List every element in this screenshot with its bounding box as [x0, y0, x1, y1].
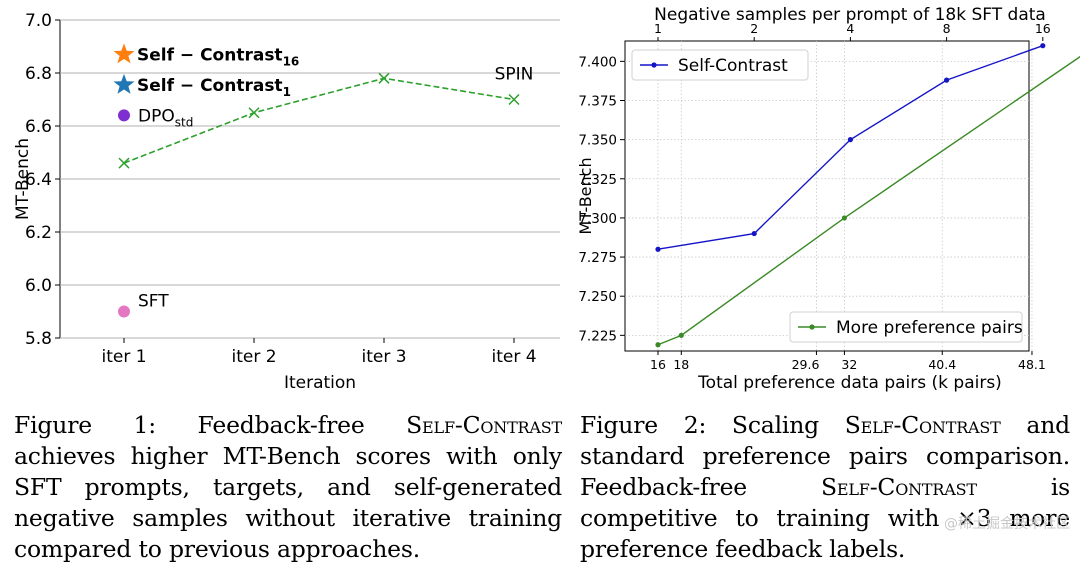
y-tick-label: 6.0 [25, 276, 52, 296]
figure-1-chart: 5.8 6.0 6.2 6.4 6.6 6.8 7.0 iter 1 iter 2 iter 3… [13, 11, 560, 393]
y-tick-label: 7.400 [578, 54, 617, 70]
x-tick-label: 16 [650, 357, 666, 372]
y-tick-label: 7.325 [578, 172, 617, 188]
figure-2-chart: 7.225 7.250 7.275 7.300 7.325 7.350 7.375 7.400… [576, 5, 1080, 393]
x-tick-label: iter 3 [361, 347, 406, 367]
x-tick-label: 40.4 [928, 357, 956, 372]
figure-1-caption: Figure 1: Feedback-free Self-Contrast ac… [14, 410, 562, 565]
x-tick-label: iter 4 [491, 347, 536, 367]
x-tick-label: 18 [673, 357, 689, 372]
y-tick-label: 6.2 [25, 223, 52, 243]
data-point-more-preference-pairs [841, 215, 847, 221]
y-tick-label: 6.6 [25, 117, 52, 137]
watermark: @稀土掘金技术社区 [944, 516, 1070, 532]
caption-text: and standard preference pairs comparison… [580, 411, 1070, 501]
x-top-tick-label: 2 [750, 21, 758, 36]
y-axis-label: MT-Bench [13, 138, 33, 220]
x-tick-label: 48.1 [1018, 357, 1046, 372]
y-axis-label: MT-Bench [576, 157, 595, 234]
x-tick-label: iter 2 [231, 347, 276, 367]
y-tick-label: 7.0 [25, 11, 52, 31]
legend-self-contrast: Self-Contrast [631, 49, 809, 81]
method-name: Self-Contrast [820, 473, 977, 501]
y-tick-label: 7.225 [578, 328, 617, 344]
x-top-tick-label: 16 [1035, 21, 1051, 36]
data-point-self-contrast [1040, 43, 1046, 49]
point-label: Self − Contrast16 [137, 45, 299, 68]
data-point-spin [378, 72, 390, 84]
point-label: SFT [138, 292, 169, 312]
figure-2-caption: Figure 2: Scaling Self-Contrast and stan… [580, 410, 1070, 565]
caption-label: Figure 2: Scaling [580, 411, 845, 439]
data-point-self-contrast [944, 77, 950, 83]
x-tick-label: iter 1 [101, 347, 146, 367]
x-top-tick-label: 8 [943, 21, 951, 36]
y-tick-label: 6.4 [25, 170, 52, 190]
x-tick-label: 32 [841, 357, 857, 372]
y-tick-label: 7.350 [578, 133, 617, 149]
point-marker [118, 305, 130, 318]
legend-label: Self-Contrast [678, 56, 788, 76]
chart-title: Negative samples per prompt of 18k SFT d… [654, 5, 1046, 25]
series-label-spin: SPIN [495, 65, 534, 85]
data-point-self-contrast [655, 246, 661, 252]
y-tick-label: 7.250 [578, 289, 617, 305]
method-name: Self-Contrast [406, 411, 562, 439]
legend-label: More preference pairs [836, 318, 1023, 338]
point-marker [118, 109, 130, 122]
x-axis-label: Iteration [284, 373, 356, 393]
series-line-more-preference-pairs [657, 55, 1080, 346]
x-top-tick-label: 1 [654, 21, 662, 36]
method-name: Self-Contrast [844, 411, 1001, 439]
plot-frame [624, 40, 1030, 352]
point-label: DPOstd [138, 106, 193, 129]
point-star-marker [113, 43, 135, 64]
data-point-spin [508, 93, 520, 106]
x-axis-label: Total preference data pairs (k pairs) [697, 373, 1002, 393]
data-point-self-contrast [847, 137, 853, 143]
caption-label: Figure 1: Feedback-free [14, 411, 407, 439]
y-tick-label: 7.300 [578, 211, 617, 227]
caption-text: achieves higher MT-Bench scores with onl… [14, 442, 562, 563]
data-point-spin [248, 107, 260, 119]
data-point-self-contrast [751, 230, 757, 237]
data-point-more-preference-pairs [678, 332, 684, 338]
y-tick-label: 7.275 [578, 250, 617, 266]
point-star-marker [113, 73, 135, 94]
y-tick-label: 6.8 [25, 64, 52, 84]
x-tick-label: 29.6 [792, 357, 820, 372]
y-tick-label: 7.375 [578, 93, 617, 109]
legend-more-preference-pairs: More preference pairs [789, 311, 1023, 343]
y-tick-label: 5.8 [25, 329, 52, 349]
x-top-tick-label: 4 [846, 21, 854, 36]
data-point-more-preference-pairs [655, 342, 661, 348]
data-point-spin [118, 157, 130, 169]
point-label: Self − Contrast1 [137, 76, 291, 99]
